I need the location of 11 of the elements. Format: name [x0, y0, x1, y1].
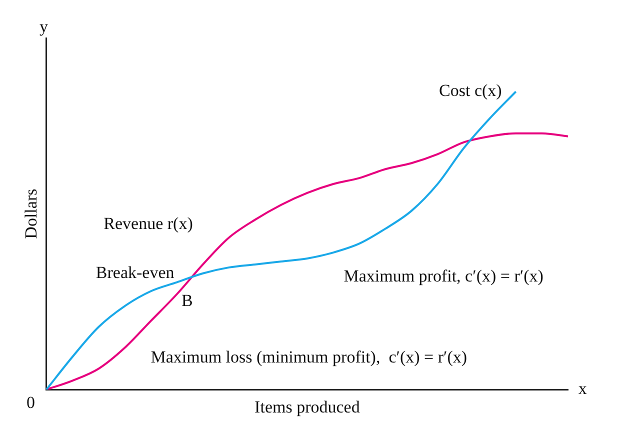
text: x: [578, 379, 588, 398]
text: 0: [26, 393, 35, 412]
y-axis-title: Dollars: [22, 188, 41, 239]
series-label: Cost c(x): [439, 81, 502, 100]
annotation: Break-even: [96, 263, 175, 282]
text: y: [40, 16, 49, 36]
annotation: Maximum profit, c′(x) = r′(x): [344, 266, 544, 286]
series-label: Revenue r(x): [104, 214, 193, 233]
annotation: Maximum loss (minimum profit), c′(x) = r′(x): [150, 347, 468, 366]
x-axis-title: Items produced: [254, 397, 360, 416]
annotation: B: [182, 291, 193, 310]
